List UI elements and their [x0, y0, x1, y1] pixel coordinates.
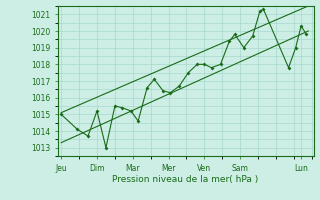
X-axis label: Pression niveau de la mer( hPa ): Pression niveau de la mer( hPa ) [112, 175, 259, 184]
